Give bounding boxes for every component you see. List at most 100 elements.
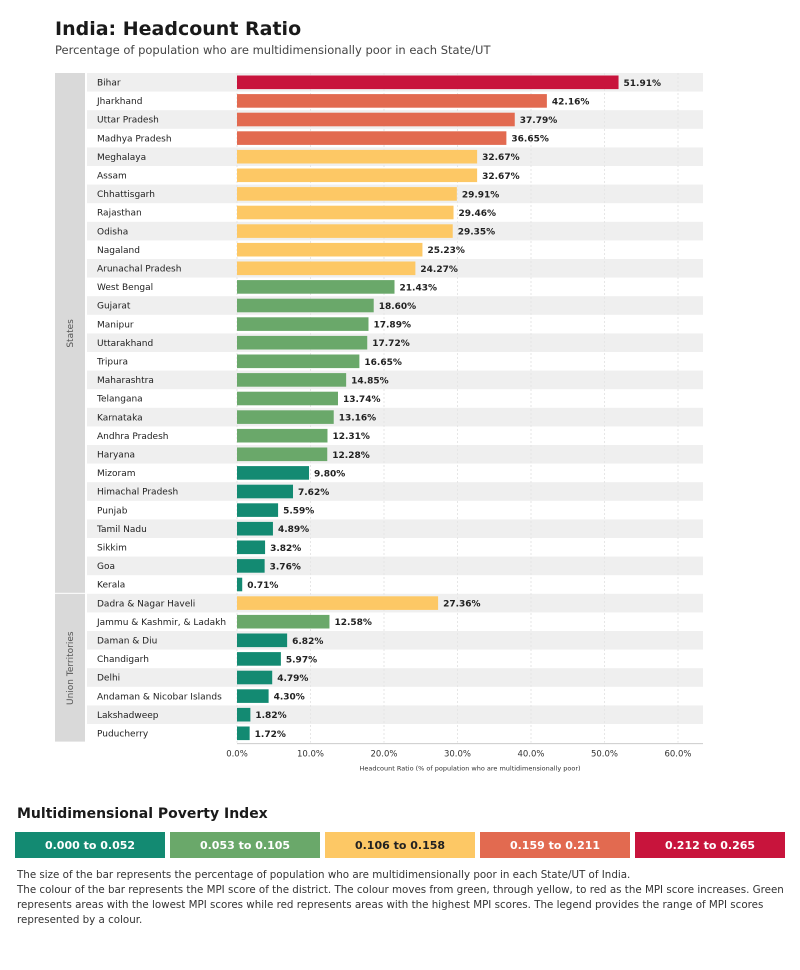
- category-label: Dadra & Nagar Haveli: [97, 599, 195, 609]
- data-label: 1.72%: [255, 730, 286, 740]
- category-label: Rajasthan: [97, 209, 142, 219]
- bar: [237, 373, 347, 387]
- bar: [237, 354, 360, 369]
- category-label: Daman & Diu: [97, 637, 157, 647]
- row-background: [87, 668, 703, 687]
- data-label: 27.36%: [443, 600, 481, 610]
- x-tick-label: 20.0%: [370, 750, 397, 760]
- data-label: 3.76%: [270, 562, 301, 572]
- bar: [237, 484, 294, 499]
- chart-title: India: Headcount Ratio: [55, 18, 302, 40]
- bar: [237, 131, 507, 145]
- category-label: Tamil Nadu: [96, 525, 147, 535]
- bar: [237, 112, 515, 127]
- group-label: States: [66, 319, 76, 348]
- x-tick-label: 50.0%: [591, 750, 618, 760]
- bar: [237, 242, 423, 257]
- category-label: Haryana: [97, 451, 135, 461]
- bar: [237, 707, 251, 722]
- bar: [237, 447, 328, 462]
- bar: [237, 466, 310, 480]
- bar: [237, 75, 619, 90]
- category-label: Odisha: [97, 227, 128, 237]
- data-label: 29.46%: [459, 209, 497, 219]
- bar: [237, 559, 265, 573]
- category-label: Sikkim: [97, 544, 127, 554]
- bar: [237, 670, 273, 685]
- data-label: 32.67%: [482, 153, 520, 163]
- category-label: Assam: [97, 172, 127, 182]
- data-label: 5.97%: [286, 655, 317, 665]
- category-label: Nagaland: [97, 246, 140, 256]
- row-background: [87, 370, 703, 390]
- data-label: 1.82%: [255, 711, 286, 721]
- data-label: 12.58%: [334, 618, 372, 628]
- category-label: Meghalaya: [97, 153, 146, 163]
- category-label: Kerala: [97, 581, 125, 591]
- category-label: Manipur: [97, 320, 134, 330]
- group-band: [55, 593, 85, 742]
- data-label: 9.80%: [314, 469, 345, 479]
- x-tick-label: 60.0%: [664, 750, 691, 760]
- bar: [237, 335, 368, 350]
- bar: [237, 577, 243, 592]
- bar: [237, 391, 338, 406]
- note-colour: The colour of the bar represents the MPI…: [17, 884, 784, 926]
- bar: [237, 298, 374, 313]
- category-label: Jharkhand: [96, 97, 142, 107]
- bar: [237, 503, 279, 517]
- bar: [237, 317, 369, 331]
- row-background: [87, 482, 703, 501]
- category-label: Tripura: [96, 358, 128, 368]
- category-label: Uttarakhand: [97, 339, 153, 349]
- category-label: Chandigarh: [97, 655, 149, 665]
- bar: [237, 280, 395, 294]
- data-label: 29.35%: [458, 228, 496, 238]
- legend: 0.000 to 0.052 0.053 to 0.105 0.106 to 0.1…: [15, 832, 785, 858]
- row-background: [87, 631, 703, 650]
- data-label: 24.27%: [420, 265, 458, 275]
- bar: [237, 187, 457, 201]
- legend-item: 0.053 to 0.105: [170, 832, 320, 858]
- category-label: Madhya Pradesh: [97, 134, 172, 144]
- bar: [237, 149, 478, 164]
- data-label: 32.67%: [482, 172, 520, 182]
- category-label: Maharashtra: [97, 376, 154, 386]
- bar: [237, 633, 288, 648]
- data-label: 13.16%: [339, 414, 377, 424]
- category-label: Mizoram: [97, 469, 135, 479]
- category-label: Chhattisgarh: [97, 190, 155, 200]
- bar: [237, 726, 250, 741]
- category-label: Puducherry: [97, 730, 149, 740]
- bar: [237, 224, 453, 238]
- data-label: 14.85%: [351, 376, 389, 386]
- row-background: [87, 445, 703, 464]
- row-background: [87, 556, 703, 576]
- data-label: 6.82%: [292, 637, 323, 647]
- bar: [237, 428, 328, 443]
- bar: [237, 94, 547, 108]
- bar: [237, 689, 269, 703]
- category-label: Goa: [97, 562, 115, 572]
- bar: [237, 540, 266, 555]
- category-label: Jammu & Kashmir, & Ladakh: [96, 618, 226, 628]
- note-size: The size of the bar represents the perce…: [17, 869, 631, 881]
- x-tick-label: 40.0%: [517, 750, 544, 760]
- bar: [237, 521, 273, 536]
- category-label: Uttar Pradesh: [97, 116, 159, 126]
- row-background: [87, 519, 703, 538]
- data-label: 12.28%: [332, 451, 370, 461]
- legend-item: 0.212 to 0.265: [635, 832, 785, 858]
- data-label: 4.89%: [278, 525, 309, 535]
- bar: [237, 652, 281, 666]
- x-tick-label: 30.0%: [444, 750, 471, 760]
- legend-item: 0.106 to 0.158: [325, 832, 475, 858]
- data-label: 16.65%: [364, 358, 402, 368]
- bar: [237, 410, 334, 424]
- category-label: Karnataka: [97, 413, 143, 423]
- data-label: 7.62%: [298, 488, 329, 498]
- data-label: 51.91%: [624, 79, 662, 89]
- legend-item: 0.159 to 0.211: [480, 832, 630, 858]
- bar: [237, 261, 416, 276]
- legend-item: 0.000 to 0.052: [15, 832, 165, 858]
